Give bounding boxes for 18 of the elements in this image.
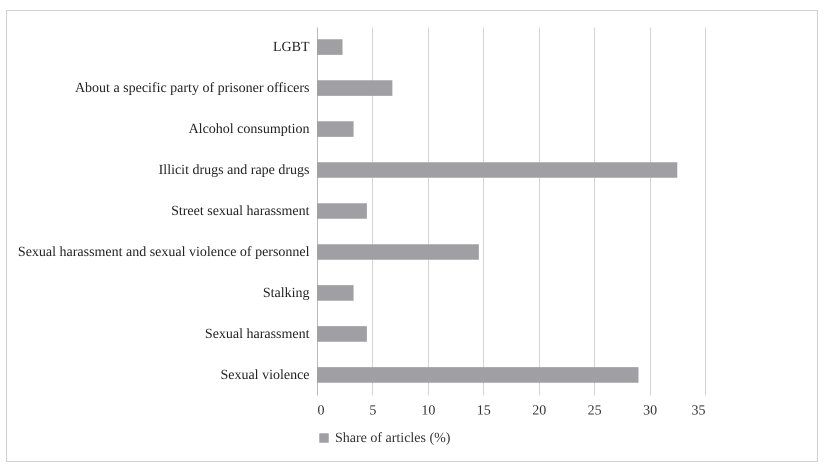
x-tick-label: 5 xyxy=(369,404,376,418)
y-tick-label: About a specific party of prisoner officers xyxy=(74,81,310,96)
legend-label: Share of articles (%) xyxy=(335,431,451,446)
y-tick-label: Sexual harassment and sexual violence of personnel xyxy=(18,244,310,260)
y-tick-label: Illicit drugs and rape drugs xyxy=(158,163,310,178)
x-tick-label: 0 xyxy=(318,404,324,418)
x-tick-label: 25 xyxy=(588,404,602,418)
y-tick-label: Street sexual harassment xyxy=(171,204,310,219)
y-tick-label: Stalking xyxy=(262,286,310,301)
y-tick-label: Alcohol consumption xyxy=(188,122,310,138)
x-tick-label: 10 xyxy=(421,404,436,418)
x-tick-label: 35 xyxy=(692,404,706,418)
y-tick-label: Sexual harassment xyxy=(204,326,310,342)
x-tick-label: 30 xyxy=(643,404,658,418)
x-tick-label: 20 xyxy=(532,404,546,418)
x-tick-label: 15 xyxy=(476,404,491,418)
y-tick-label: Sexual violence xyxy=(220,368,310,383)
y-tick-label: LGBT xyxy=(272,40,310,56)
